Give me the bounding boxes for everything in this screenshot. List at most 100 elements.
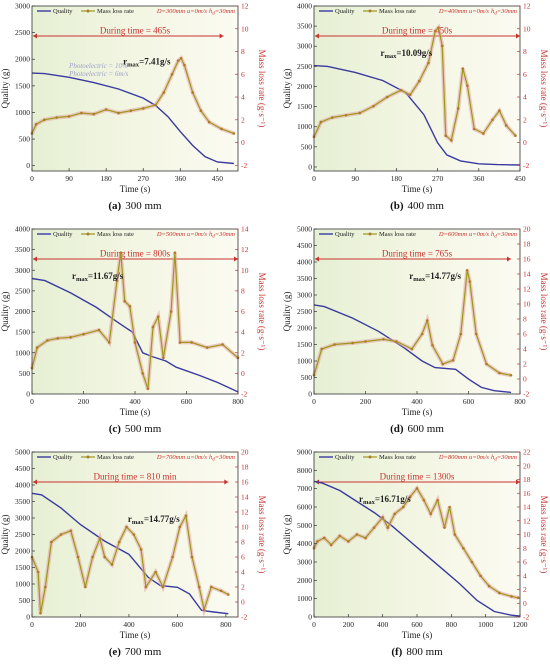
mass-loss-rate-point	[355, 533, 359, 536]
panel-label: (c)	[109, 423, 122, 435]
mass-loss-rate-point	[154, 570, 157, 574]
mass-loss-rate-point	[82, 332, 85, 336]
legend-quality-label: Quality	[53, 231, 73, 238]
x-tick-label: 1200	[513, 620, 528, 629]
r-max-annotation: rmax=7.41g/s	[123, 56, 171, 68]
y-tick-label: 1500	[297, 340, 312, 349]
x-axis-label: Time (s)	[402, 407, 432, 417]
r-max-subscript: max	[76, 276, 89, 283]
y-axis-label: Quality (g)	[282, 515, 292, 555]
y-tick-label: 0	[26, 390, 30, 399]
y-tick-label: 2500	[297, 307, 312, 316]
x-tick-label: 800	[232, 397, 244, 406]
y2-tick-label: 22	[523, 448, 531, 457]
y-tick-label: 2000	[297, 82, 312, 91]
r-max-annotation: rmax=14.77g/s	[409, 271, 461, 283]
mass-loss-rate-point	[98, 536, 102, 540]
mass-loss-rate-point	[498, 109, 501, 112]
mass-loss-rate-point	[382, 337, 385, 341]
legend-rate-marker	[368, 232, 372, 236]
y-tick-label: 5000	[15, 448, 30, 457]
y-tick-label: 4000	[297, 539, 312, 548]
test-parameter-h: h	[209, 231, 212, 238]
r-max-value: =10.09g/s	[396, 48, 432, 58]
mass-loss-rate-point	[470, 560, 474, 564]
mass-loss-rate-point	[408, 495, 412, 498]
mass-loss-rate-point	[183, 63, 186, 67]
mass-loss-rate-point	[80, 111, 83, 115]
y2-tick-label: 12	[523, 2, 531, 11]
test-parameter-u: u=0m/s	[469, 231, 489, 238]
mass-loss-rate-point	[319, 120, 323, 124]
mass-loss-rate-point	[434, 29, 437, 33]
quality-series-line	[31, 492, 229, 615]
y2-tick-label: 10	[241, 266, 249, 275]
y2-tick-label: 2	[241, 583, 245, 592]
mass-loss-rate-point	[320, 347, 324, 351]
mass-loss-rate-point	[415, 487, 419, 490]
y-tick-label: 0	[308, 390, 312, 399]
y2-tick-label: 4	[241, 93, 245, 102]
y-tick-label: 0	[308, 613, 312, 622]
y-tick-label: 1000	[297, 594, 312, 603]
mass-loss-rate-point	[364, 340, 367, 343]
mass-loss-rate-point	[156, 315, 160, 318]
mass-loss-rate-point	[103, 555, 107, 559]
x-tick-label: 0	[30, 397, 34, 406]
mass-loss-rate-point	[184, 514, 188, 518]
y-tick-label: 1500	[15, 81, 30, 90]
y-tick-label: 4000	[15, 481, 30, 490]
y-tick-label: 2500	[15, 28, 30, 37]
y2-tick-label: 18	[523, 475, 531, 484]
x-axis-label: Time (s)	[120, 630, 150, 640]
mass-loss-rate-point	[429, 512, 433, 516]
during-arrow-right	[506, 256, 511, 262]
mass-loss-rate-series-line	[313, 270, 512, 376]
x-tick-label: 180	[391, 174, 403, 183]
y-tick-label: 2500	[15, 286, 30, 295]
mass-loss-rate-point	[408, 93, 412, 97]
x-tick-label: 450	[212, 174, 224, 183]
mass-loss-rate-point	[43, 118, 46, 122]
mass-loss-rate-point	[55, 116, 59, 119]
mass-loss-rate-point	[451, 358, 455, 362]
y2-tick-label: 4	[241, 568, 245, 577]
x-tick-label: 400	[123, 620, 135, 629]
panel-caption: (e) 700 mm	[109, 646, 162, 658]
y-tick-label: 2500	[297, 62, 312, 71]
mass-loss-rate-point	[459, 332, 463, 336]
r-max-symbol: r	[128, 514, 132, 524]
test-parameters: D=300mm u=0m/s hd=30mm	[156, 8, 235, 17]
during-arrow-right	[219, 33, 224, 39]
y2-tick-label: 12	[241, 245, 249, 254]
mass-loss-rate-series-line	[313, 487, 519, 599]
mass-loss-rate-point	[144, 585, 148, 589]
y2-tick-label: 6	[523, 70, 527, 79]
legend-rate-label: Mass loss rate	[97, 231, 134, 238]
y2-tick-label: 4	[523, 571, 527, 580]
y2-tick-label: 0	[241, 369, 245, 378]
mass-loss-rate-point	[441, 362, 445, 366]
mass-loss-rate-point	[117, 111, 120, 115]
test-parameter-hsub: d	[212, 235, 215, 240]
panel-caption-text: 300 mm	[125, 200, 162, 212]
mass-loss-rate-point	[372, 104, 375, 108]
mass-loss-rate-point	[227, 593, 230, 596]
mass-loss-rate-point	[462, 546, 465, 550]
y2-tick-label: 2	[523, 115, 527, 124]
mass-loss-rate-point	[385, 95, 389, 99]
y2-tick-label: 10	[523, 300, 531, 309]
x-axis-label: Time (s)	[402, 184, 432, 194]
y2-tick-label: 0	[523, 599, 527, 608]
y2-tick-label: 4	[523, 93, 527, 102]
x-tick-label: 1000	[478, 620, 493, 629]
y2-tick-label: 16	[523, 255, 531, 264]
test-parameters: D=600mm u=0m/s hd=30mm	[438, 231, 517, 240]
x-tick-label: 800	[220, 620, 232, 629]
panel-caption-text: 500 mm	[125, 423, 162, 435]
y-tick-label: 1500	[15, 563, 30, 572]
r-max-symbol: r	[123, 56, 127, 66]
y2-axis-label: Mass loss rate (g·s⁻¹)	[539, 496, 549, 574]
y2-tick-label: 18	[523, 240, 531, 249]
y-axis-label: Quality (g)	[0, 292, 10, 332]
